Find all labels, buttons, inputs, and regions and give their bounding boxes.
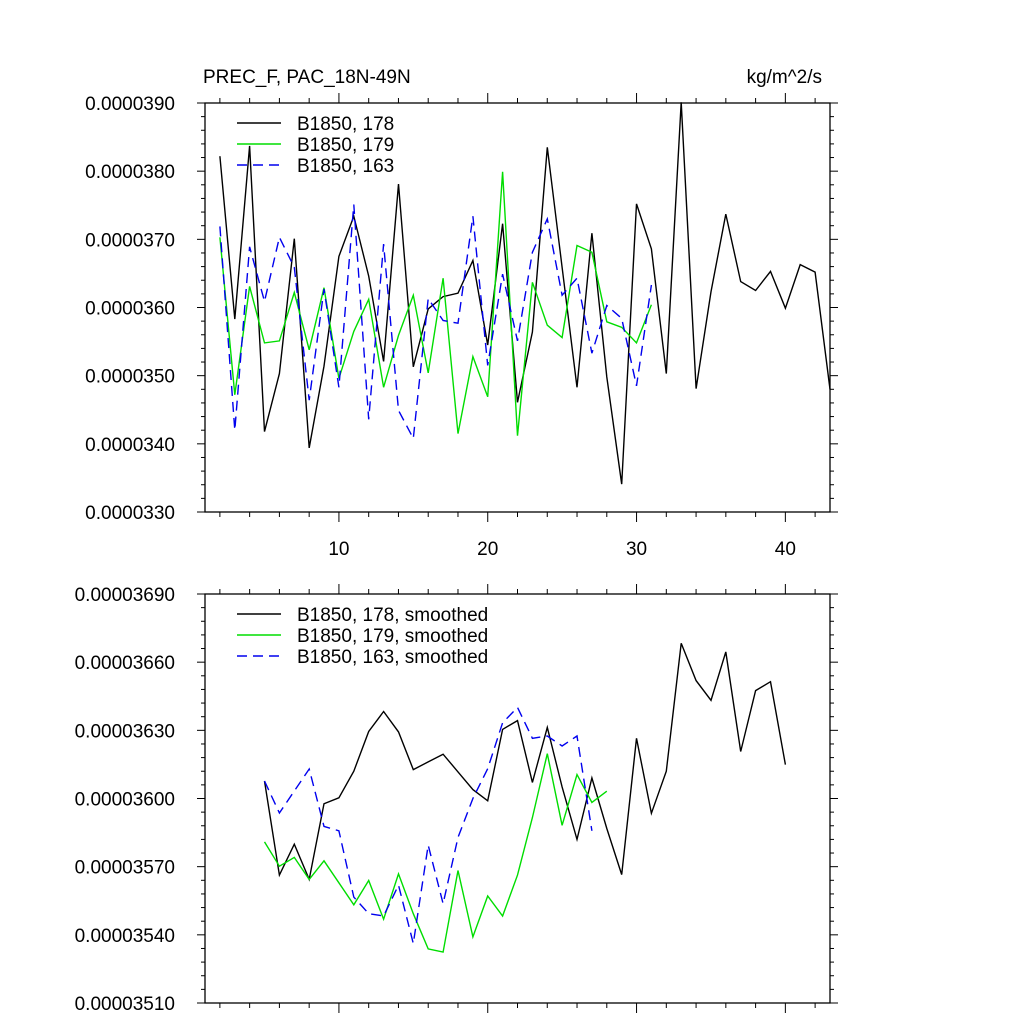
- y-tick-label: 0.00003570: [75, 858, 175, 879]
- y-tick-label: 0.0000360: [85, 299, 175, 320]
- legend-label: B1850, 179, smoothed: [297, 626, 488, 647]
- y-tick-label: 0.0000350: [85, 367, 175, 388]
- y-tick-label: 0.0000380: [85, 162, 175, 183]
- y-tick-label: 0.0000340: [85, 435, 175, 456]
- y-tick-label: 0.00003630: [75, 721, 175, 742]
- y-tick-label: 0.00003600: [75, 790, 175, 811]
- legend-label: B1850, 179: [297, 135, 394, 156]
- series-line: [219, 171, 653, 436]
- y-tick-label: 0.0000330: [85, 503, 175, 524]
- x-tick-label: 10: [328, 539, 349, 560]
- series-line: [263, 753, 608, 953]
- legend-label: B1850, 178: [297, 114, 394, 135]
- x-tick-label: 30: [626, 539, 647, 560]
- legend-label: B1850, 178, smoothed: [297, 605, 488, 626]
- series-line: [219, 102, 831, 485]
- series-line: [263, 706, 593, 944]
- series-line: [263, 643, 787, 882]
- x-tick-label: 40: [775, 539, 796, 560]
- y-tick-label: 0.00003510: [75, 994, 175, 1015]
- units-label: kg/m^2/s: [747, 67, 822, 88]
- x-tick-label: 20: [477, 539, 498, 560]
- legend-label: B1850, 163: [297, 156, 394, 177]
- series-line: [219, 204, 653, 441]
- legend-label: B1850, 163, smoothed: [297, 647, 488, 668]
- y-tick-label: 0.0000370: [85, 230, 175, 251]
- bottom-panel: 0.00003510 0.00003540 0.00003570 0.00003600…: [75, 584, 838, 1015]
- top-panel: 0.0000330 0.0000340 0.0000350 0.0000360 0.00…: [85, 93, 838, 560]
- y-tick-label: 0.00003540: [75, 926, 175, 947]
- y-tick-label: 0.00003690: [75, 585, 175, 606]
- plot-title: PREC_F, PAC_18N-49N: [203, 67, 411, 88]
- y-tick-label: 0.00003660: [75, 653, 175, 674]
- y-tick-label: 0.0000390: [85, 94, 175, 115]
